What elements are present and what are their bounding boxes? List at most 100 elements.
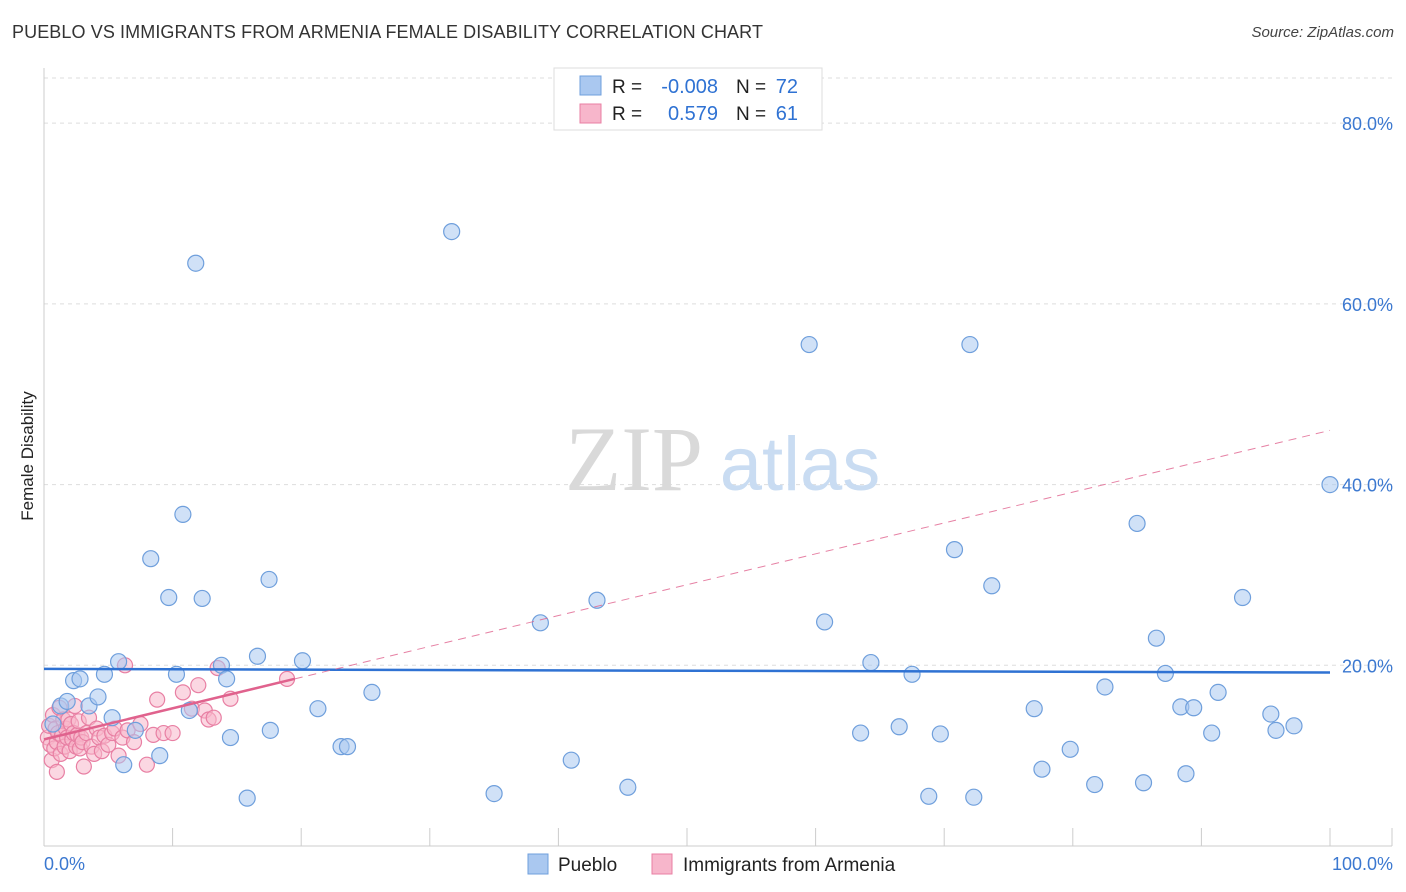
pueblo-point-54 <box>1096 678 1114 696</box>
legend-r-label-2: R = <box>612 104 642 125</box>
pueblo-point-23 <box>238 789 256 807</box>
pink-series-points <box>39 657 296 781</box>
pueblo-point-48 <box>965 788 983 806</box>
pueblo-point-36 <box>588 591 606 609</box>
pueblo-point-18 <box>187 254 205 272</box>
legend-swatch-pink <box>579 103 602 124</box>
watermark-zip: ZIP <box>565 408 703 510</box>
y-tick-labels: 20.0% 40.0% 60.0% 80.0% <box>1342 114 1393 676</box>
pueblo-point-67 <box>1285 717 1303 735</box>
pueblo-point-34 <box>531 614 549 632</box>
pueblo-point-49 <box>983 577 1001 595</box>
x-tick-marks <box>172 828 1393 846</box>
pueblo-point-9 <box>109 653 128 671</box>
y-tick-label-80: 80.0% <box>1342 114 1393 134</box>
pueblo-point-43 <box>903 665 921 683</box>
pueblo-point-47 <box>961 335 979 354</box>
y-axis-label: Female Disability <box>18 391 37 521</box>
pueblo-point-25 <box>260 570 278 589</box>
legend-n-label-2: N = <box>736 104 766 125</box>
legend-r-label-1: R = <box>612 77 642 98</box>
trend-lines <box>43 429 1331 741</box>
pueblo-point-51 <box>1033 760 1051 778</box>
armenia-point-7 <box>48 763 65 781</box>
pueblo-point-24 <box>248 647 267 665</box>
pueblo-point-52 <box>1061 740 1079 758</box>
blue-series-points <box>44 223 1339 807</box>
pueblo-point-50 <box>1025 700 1043 718</box>
legend-swatch-blue <box>579 75 602 96</box>
pueblo-point-65 <box>1262 705 1280 723</box>
pueblo-point-4 <box>71 670 89 688</box>
pueblo-point-30 <box>338 738 357 756</box>
correlation-legend: R = -0.008 N = 72 R = 0.579 N = 61 <box>553 67 823 131</box>
pueblo-point-64 <box>1233 588 1252 607</box>
pueblo-point-46 <box>945 541 964 559</box>
legend-r-value-1: -0.008 <box>661 76 718 98</box>
pueblo-point-16 <box>174 505 192 524</box>
legend-n-value-2: 61 <box>776 103 798 125</box>
pueblo-point-0 <box>44 715 62 733</box>
x-tick-label-max: 100.0% <box>1332 854 1393 874</box>
series-legend: Pueblo Immigrants from Armenia <box>527 853 896 876</box>
legend-r-value-2: 0.579 <box>668 103 718 125</box>
pueblo-point-27 <box>293 652 312 670</box>
armenia-point-29 <box>75 758 92 775</box>
y-tick-label-20: 20.0% <box>1342 656 1393 676</box>
pueblo-point-11 <box>126 721 144 739</box>
pueblo-point-42 <box>890 718 908 736</box>
y-tick-label-60: 60.0% <box>1342 295 1393 315</box>
pueblo-point-35 <box>562 751 580 769</box>
pueblo-point-2 <box>58 692 76 711</box>
pueblo-point-62 <box>1203 724 1221 742</box>
watermark-atlas: atlas <box>720 422 881 507</box>
pueblo-point-53 <box>1086 775 1104 794</box>
pueblo-point-68 <box>1321 475 1339 494</box>
pueblo-point-41 <box>862 653 880 672</box>
pueblo-point-44 <box>920 787 938 805</box>
pueblo-point-26 <box>261 721 279 739</box>
watermark: ZIP atlas <box>565 408 880 510</box>
bottom-legend-swatch-armenia <box>651 853 673 875</box>
pueblo-point-10 <box>115 756 133 774</box>
bottom-legend-label-armenia: Immigrants from Armenia <box>683 855 896 876</box>
armenia-point-49 <box>149 691 166 708</box>
source-label: Source: ZipAtlas.com <box>1251 24 1394 41</box>
pueblo-point-32 <box>443 223 461 241</box>
pueblo-point-37 <box>619 778 637 796</box>
legend-n-value-1: 72 <box>776 76 798 98</box>
pueblo-point-56 <box>1134 774 1153 792</box>
chart-title: PUEBLO VS IMMIGRANTS FROM ARMENIA FEMALE… <box>12 22 764 42</box>
pueblo-point-21 <box>218 670 236 688</box>
bottom-legend-label-pueblo: Pueblo <box>558 855 617 876</box>
legend-n-label-1: N = <box>736 77 766 98</box>
pueblo-point-60 <box>1177 765 1195 783</box>
armenia-trend-line <box>43 677 296 741</box>
pueblo-point-19 <box>193 589 211 608</box>
armenia-trend-extension <box>294 429 1331 680</box>
bottom-legend-swatch-pueblo <box>527 853 549 875</box>
pueblo-point-22 <box>221 728 240 747</box>
pueblo-trend-line <box>43 667 1331 674</box>
pueblo-point-33 <box>485 784 503 803</box>
pueblo-point-38 <box>800 335 818 354</box>
armenia-point-54 <box>190 677 207 694</box>
armenia-point-52 <box>174 684 191 701</box>
pueblo-point-13 <box>151 747 169 765</box>
armenia-point-47 <box>138 756 155 773</box>
pueblo-point-6 <box>89 688 107 706</box>
pueblo-point-58 <box>1156 664 1174 683</box>
armenia-point-51 <box>164 724 181 742</box>
pueblo-point-57 <box>1147 629 1165 647</box>
pueblo-point-66 <box>1267 721 1285 739</box>
pueblo-point-14 <box>160 588 178 607</box>
pueblo-point-28 <box>309 700 327 718</box>
pueblo-point-61 <box>1185 699 1203 717</box>
pueblo-point-12 <box>142 550 160 568</box>
pueblo-point-45 <box>931 725 949 743</box>
pueblo-point-40 <box>852 724 870 742</box>
pueblo-point-39 <box>816 613 834 631</box>
pueblo-point-63 <box>1209 683 1227 702</box>
pueblo-point-55 <box>1128 514 1146 533</box>
